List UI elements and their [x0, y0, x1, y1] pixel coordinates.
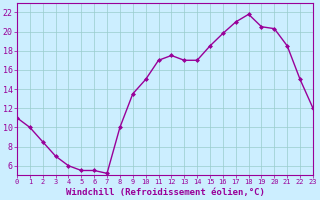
X-axis label: Windchill (Refroidissement éolien,°C): Windchill (Refroidissement éolien,°C) [66, 188, 264, 197]
